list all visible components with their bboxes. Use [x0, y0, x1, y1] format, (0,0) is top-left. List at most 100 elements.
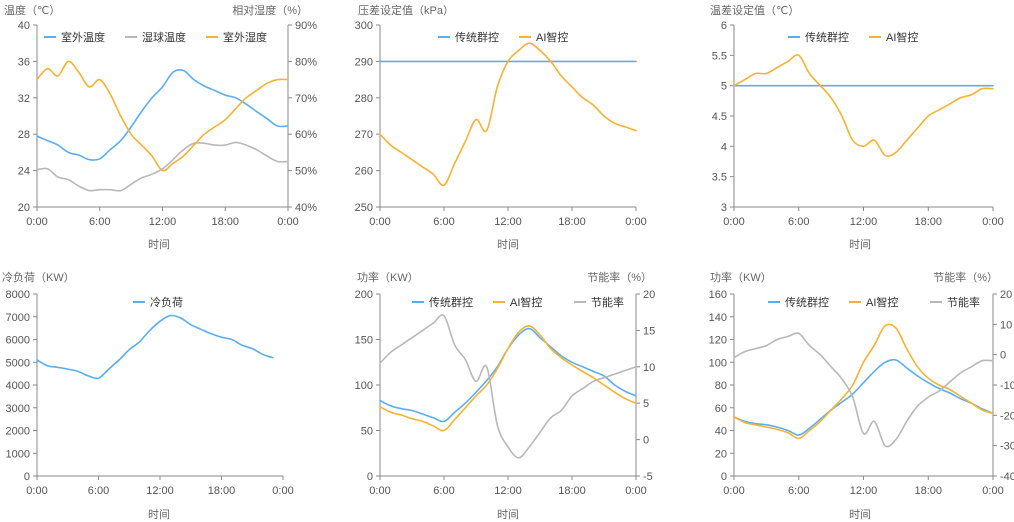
x-tick-label: 0:00	[982, 216, 1003, 228]
x-tick-label: 6:00	[89, 216, 110, 228]
y-tick-label: 6	[721, 20, 727, 32]
y-tick-label: 80	[715, 380, 727, 392]
y-tick-label: 20	[715, 448, 727, 460]
y-axis-title: 冷负荷（KW）	[2, 272, 75, 284]
y-tick-label: 32	[18, 93, 30, 105]
x-axis-title: 时间	[849, 509, 871, 521]
y-tick-label: 270	[355, 129, 373, 141]
series-line-0	[36, 69, 289, 161]
chart-svg: 0 1000 2000 3000 4000 5000 6000 7000 8000 0:00 6:0…	[6, 289, 294, 497]
y-tick-label: 40	[18, 20, 30, 32]
legend-item: 湿球温度	[142, 30, 186, 44]
y2-tick-label: 50%	[295, 166, 317, 178]
chart-panel-6: 功率（KW） 节能率（%） 0 20 40 60 80 100 120 140 160 -40 -3…	[672, 262, 1014, 521]
legend-item: 传统群控	[455, 30, 499, 44]
x-tick-label: 0:00	[272, 485, 293, 497]
series-line-2	[379, 314, 637, 459]
x-tick-label: 6:00	[788, 216, 809, 228]
y-tick-label: 280	[355, 93, 373, 105]
y2-tick-label: 5	[643, 398, 649, 410]
y-axis-title: 压差设定值（kPa）	[358, 5, 454, 17]
y-tick-label: 160	[709, 289, 727, 301]
y-tick-label: 4.5	[712, 111, 727, 123]
legend-item: 节能率	[947, 295, 980, 309]
y-axis-title: 温度（℃）	[4, 5, 61, 17]
y2-tick-label: 70%	[295, 93, 317, 105]
y-tick-label: 200	[355, 289, 373, 301]
series-line-1	[379, 42, 637, 187]
y-tick-label: 8000	[6, 289, 30, 301]
y-tick-label: 0	[24, 471, 30, 483]
x-tick-label: 0:00	[369, 216, 390, 228]
y2-tick-label: -5	[643, 471, 653, 483]
y-tick-label: 20	[18, 202, 30, 214]
x-tick-label: 6:00	[433, 216, 454, 228]
x-tick-label: 0:00	[723, 216, 744, 228]
x-tick-label: 0:00	[277, 216, 298, 228]
y-tick-label: 36	[18, 56, 30, 68]
x-tick-label: 6:00	[433, 485, 454, 497]
y-tick-label: 4000	[6, 380, 30, 392]
chart-panel-2: 压差设定值（kPa） 250 260 270 280 290 300 0:00 6:00 12:…	[340, 0, 670, 260]
y-axis-title: 功率（KW）	[357, 272, 419, 284]
y2-tick-label: -20	[1000, 410, 1014, 422]
x-axis-title: 时间	[148, 509, 170, 521]
legend-item: 冷负荷	[150, 295, 183, 309]
y-tick-label: 5	[721, 81, 727, 93]
y-tick-label: 2000	[6, 426, 30, 438]
chart-panel-3: 温差设定值（℃） 3 3.5 4 4.5 5 5.5 6 0:00 6:00 12:00 18:00…	[672, 0, 1012, 260]
series-line-0	[379, 327, 637, 423]
y2-tick-label: -10	[1000, 380, 1014, 392]
x-tick-label: 18:00	[558, 216, 586, 228]
y-tick-label: 0	[367, 471, 373, 483]
series-line-2	[36, 60, 289, 172]
x-tick-label: 0:00	[723, 485, 744, 497]
x-tick-label: 12:00	[149, 216, 177, 228]
x-tick-label: 6:00	[788, 485, 809, 497]
y-tick-label: 5.5	[712, 50, 727, 62]
y-tick-label: 290	[355, 56, 373, 68]
y2-tick-label: 20	[643, 289, 655, 301]
y-tick-label: 140	[709, 312, 727, 324]
y-axis-title: 功率（KW）	[710, 272, 772, 284]
x-tick-label: 0:00	[369, 485, 390, 497]
x-tick-label: 0:00	[26, 216, 47, 228]
y2-tick-label: 20	[1000, 289, 1012, 301]
x-tick-label: 0:00	[625, 485, 646, 497]
y-tick-label: 300	[355, 20, 373, 32]
y-tick-label: 100	[355, 380, 373, 392]
chart-svg: 0 50 100 150 200 -5 0 5 10 15 20 0:00 6:00 12:00 18:00…	[355, 289, 656, 497]
x-tick-label: 18:00	[914, 485, 942, 497]
y2-tick-label: 60%	[295, 129, 317, 141]
series-line-1	[36, 141, 289, 192]
legend-item: AI智控	[510, 295, 542, 309]
x-tick-label: 6:00	[88, 485, 109, 497]
y-tick-label: 7000	[6, 312, 30, 324]
x-tick-label: 12:00	[146, 485, 174, 497]
chart-panel-4: 冷负荷（KW） 0 1000 2000 3000 4000 5000 6000 7000 800…	[0, 262, 338, 521]
y-tick-label: 6000	[6, 335, 30, 347]
legend-item: AI智控	[866, 295, 898, 309]
y-tick-label: 5000	[6, 357, 30, 369]
x-tick-label: 0:00	[982, 485, 1003, 497]
y-tick-label: 3.5	[712, 172, 727, 184]
legend-item: 传统群控	[785, 295, 829, 309]
legend-item: AI智控	[536, 30, 568, 44]
y2-tick-label: 0	[1000, 350, 1006, 362]
legend-item: 室外湿度	[223, 30, 267, 44]
legend-item: 室外温度	[61, 30, 105, 44]
chart-svg: 0 20 40 60 80 100 120 140 160 -40 -30 -20 -10 0 10 20 0:…	[709, 289, 1014, 497]
y-tick-label: 150	[355, 335, 373, 347]
y-tick-label: 260	[355, 166, 373, 178]
chart-panel-5: 功率（KW） 节能率（%） 0 50 100 150 200 -5 0 5 10 15 20 0:00…	[340, 262, 670, 521]
y-tick-label: 0	[721, 471, 727, 483]
y2-tick-label: 90%	[295, 20, 317, 32]
legend-item: 传统群控	[429, 295, 473, 309]
legend-item: 传统群控	[805, 30, 849, 44]
y-tick-label: 40	[715, 426, 727, 438]
x-tick-label: 12:00	[494, 485, 522, 497]
y2-axis-title: 节能率（%）	[933, 272, 998, 284]
x-axis-title: 时间	[497, 239, 519, 251]
x-tick-label: 0:00	[26, 485, 47, 497]
x-tick-label: 18:00	[914, 216, 942, 228]
